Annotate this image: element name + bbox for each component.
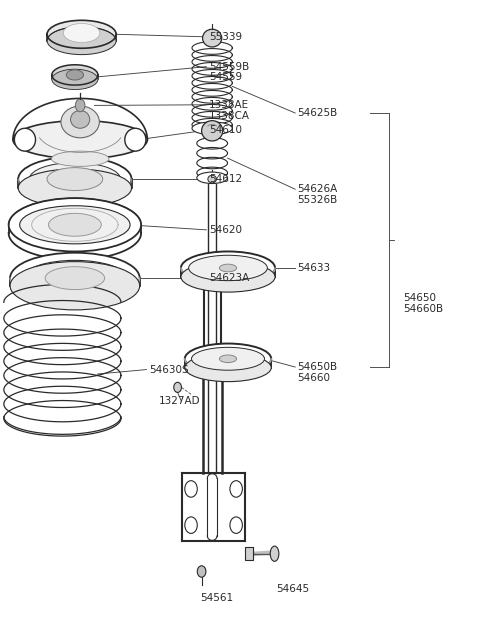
Ellipse shape [48,213,101,236]
Ellipse shape [270,546,279,561]
Ellipse shape [13,121,147,159]
Text: 54626A: 54626A [298,184,338,194]
Ellipse shape [75,99,85,112]
Text: 54561: 54561 [201,593,234,603]
Ellipse shape [197,172,228,184]
Circle shape [197,566,206,577]
Ellipse shape [192,122,232,135]
Ellipse shape [52,65,98,85]
Ellipse shape [181,262,275,292]
Ellipse shape [10,253,140,304]
Ellipse shape [45,267,105,290]
Ellipse shape [203,29,222,47]
Text: 54660B: 54660B [403,304,444,314]
Ellipse shape [219,264,237,272]
Text: 54559B: 54559B [209,62,249,72]
Circle shape [230,517,242,533]
Ellipse shape [23,260,127,296]
Text: 54633: 54633 [298,263,331,273]
Ellipse shape [52,69,98,90]
Ellipse shape [47,20,116,48]
Ellipse shape [47,168,103,190]
Text: 54630S: 54630S [149,364,189,375]
Text: 54650: 54650 [403,293,436,304]
Ellipse shape [181,251,275,284]
Text: 54625B: 54625B [298,108,338,118]
Text: 54559: 54559 [209,72,242,83]
Text: 55339: 55339 [209,32,242,42]
Ellipse shape [202,121,223,141]
Text: 55326B: 55326B [298,195,338,205]
Ellipse shape [20,206,130,244]
FancyBboxPatch shape [245,547,253,560]
Ellipse shape [219,355,237,363]
Text: 54620: 54620 [209,225,242,235]
Circle shape [174,382,181,392]
Text: 1338AE: 1338AE [209,100,249,110]
Ellipse shape [14,128,36,151]
Ellipse shape [61,106,99,138]
Text: 54610: 54610 [209,125,242,135]
Ellipse shape [29,163,120,196]
Ellipse shape [125,128,146,151]
Text: 54612: 54612 [209,174,242,184]
Ellipse shape [185,354,271,382]
Ellipse shape [185,344,271,374]
Text: 54650B: 54650B [298,362,338,372]
Text: 54645: 54645 [276,584,309,594]
Ellipse shape [63,23,100,43]
Text: 1327AD: 1327AD [158,396,200,406]
Ellipse shape [18,157,132,201]
Ellipse shape [66,70,84,80]
Text: 1338CA: 1338CA [209,110,250,121]
Circle shape [230,481,242,497]
Ellipse shape [192,347,264,370]
Circle shape [185,481,197,497]
Ellipse shape [10,262,140,310]
Text: 54660: 54660 [298,373,331,383]
Ellipse shape [18,169,132,207]
Ellipse shape [189,255,267,281]
Ellipse shape [51,151,109,166]
Text: 54623A: 54623A [209,273,249,283]
Ellipse shape [71,110,90,128]
Circle shape [185,517,197,533]
Ellipse shape [208,175,216,183]
Ellipse shape [9,198,141,251]
Ellipse shape [47,27,116,55]
